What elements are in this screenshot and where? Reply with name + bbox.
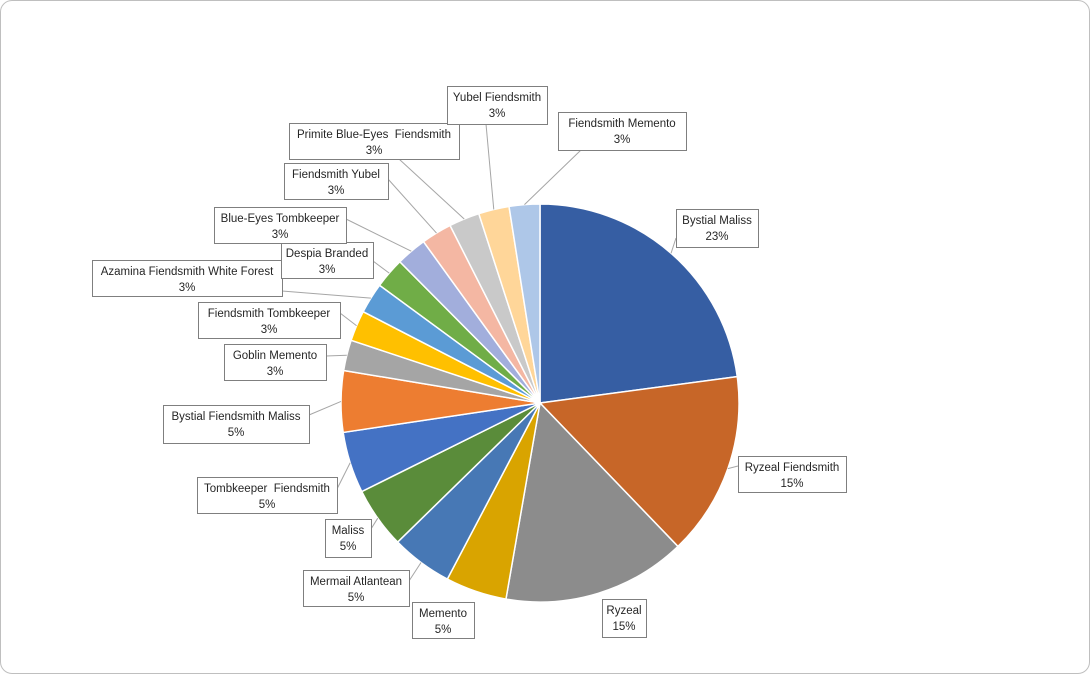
data-label-name: Mermail Atlantean [310, 576, 402, 588]
data-label-name: Azamina Fiendsmith White Forest [101, 266, 274, 278]
data-label-name: Primite Blue-Eyes Fiendsmith [297, 129, 451, 141]
leader-lines [281, 123, 739, 582]
leader-line [524, 149, 582, 205]
data-label: Yubel Fiendsmith 3% [447, 86, 548, 125]
pie-slice [508, 203, 541, 404]
data-label: Fiendsmith Yubel 3% [284, 163, 389, 200]
data-label: Blue-Eyes Tombkeeper 3% [214, 207, 347, 244]
data-label: Bystial Maliss 23% [676, 209, 759, 248]
data-label-box [197, 477, 338, 514]
leader-line [281, 290, 371, 299]
pie-slices [340, 203, 740, 603]
data-label-percent: 3% [366, 145, 383, 157]
data-label-name: Ryzeal Fiendsmith [745, 462, 840, 474]
data-label: Bystial Fiendsmith Maliss 5% [163, 405, 310, 444]
data-label-name: Maliss [332, 525, 365, 537]
data-label-percent: 23% [705, 231, 728, 243]
data-label: Fiendsmith Tombkeeper 3% [198, 302, 341, 339]
data-label-percent: 5% [340, 541, 357, 553]
leader-line [398, 158, 465, 220]
leader-line [372, 260, 390, 274]
leader-line [727, 465, 739, 470]
data-label-box [602, 599, 647, 638]
leader-line [387, 178, 437, 234]
data-label-box [198, 302, 341, 339]
data-label-name: Fiendsmith Memento [568, 118, 675, 130]
data-label-name: Fiendsmith Tombkeeper [208, 308, 331, 320]
data-label-box [92, 260, 283, 297]
data-label-name: Blue-Eyes Tombkeeper [221, 213, 340, 225]
data-label-box [558, 112, 687, 151]
data-label-box [447, 86, 548, 125]
data-label-box [289, 123, 460, 160]
data-label-percent: 3% [328, 185, 345, 197]
data-label-box [163, 405, 310, 444]
data-label-box [303, 570, 410, 607]
data-label-box [676, 209, 759, 248]
data-label-name: Bystial Maliss [682, 215, 752, 227]
data-label-box [412, 602, 475, 639]
data-label-box [281, 242, 374, 279]
data-label-name: Goblin Memento [233, 350, 317, 362]
data-label-percent: 3% [261, 324, 278, 336]
data-label-percent: 15% [780, 478, 803, 490]
data-label-box [738, 456, 847, 493]
data-label: Ryzeal 15% [602, 599, 647, 638]
data-label-percent: 3% [319, 264, 336, 276]
leader-line [408, 562, 422, 582]
data-label-name: Tombkeeper Fiendsmith [204, 483, 330, 495]
data-label: Memento 5% [412, 602, 475, 639]
leader-line [670, 237, 677, 254]
data-label-name: Yubel Fiendsmith [453, 92, 541, 104]
data-label-percent: 5% [259, 499, 276, 511]
leader-line [345, 218, 412, 252]
data-label: Mermail Atlantean 5% [303, 570, 410, 607]
leader-line [485, 123, 495, 210]
pie-slice [539, 203, 739, 404]
data-label: Tombkeeper Fiendsmith 5% [197, 477, 338, 514]
data-label-percent: 3% [267, 366, 284, 378]
data-label-box [325, 519, 372, 558]
data-label: Primite Blue-Eyes Fiendsmith 3% [289, 123, 460, 160]
data-label-percent: 5% [228, 427, 245, 439]
pie-slice [538, 375, 740, 548]
leader-line [370, 517, 379, 530]
data-label-name: Ryzeal [606, 605, 641, 617]
data-label-percent: 3% [489, 108, 506, 120]
data-label-name: Despia Branded [286, 248, 368, 260]
data-label-percent: 5% [348, 592, 365, 604]
data-label-box [214, 207, 347, 244]
pie-slice [505, 401, 679, 603]
data-label: Maliss 5% [325, 519, 372, 558]
data-label-percent: 3% [179, 282, 196, 294]
leader-line [308, 400, 342, 416]
data-label-box [224, 344, 327, 381]
leader-line [325, 354, 347, 357]
data-label-percent: 3% [614, 134, 631, 146]
data-label-box [284, 163, 389, 200]
data-label-percent: 3% [272, 229, 289, 241]
data-label: Azamina Fiendsmith White Forest 3% [92, 260, 283, 297]
leader-line [336, 462, 351, 490]
data-label-name: Bystial Fiendsmith Maliss [171, 411, 300, 423]
data-label-percent: 15% [612, 621, 635, 633]
data-label-name: Fiendsmith Yubel [292, 169, 380, 181]
data-label: Despia Branded 3% [281, 242, 374, 279]
data-label: Goblin Memento 3% [224, 344, 327, 381]
data-label-name: Memento [419, 608, 467, 620]
data-label: Fiendsmith Memento 3% [558, 112, 687, 151]
data-label: Ryzeal Fiendsmith 15% [738, 456, 847, 493]
leader-line [339, 312, 357, 327]
data-label-percent: 5% [435, 624, 452, 636]
